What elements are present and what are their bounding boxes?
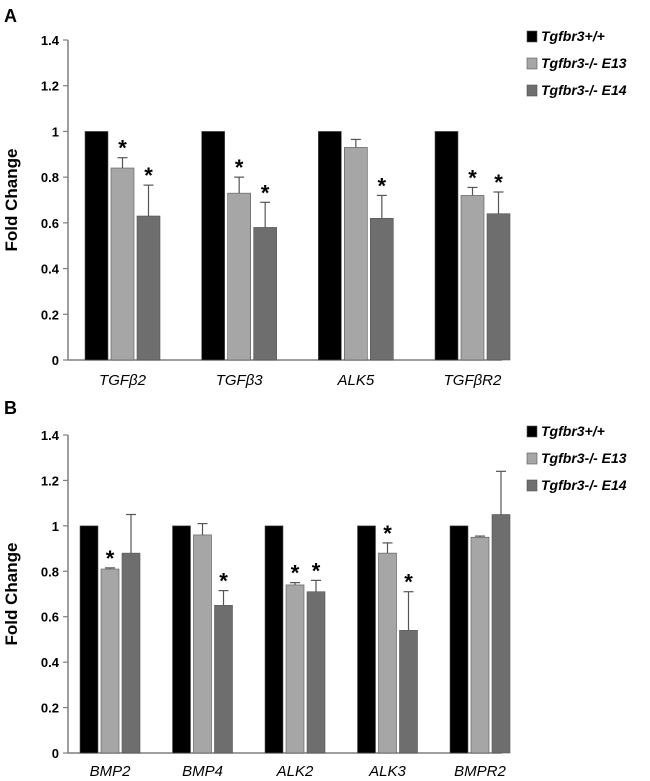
significance-star: * [144, 163, 153, 188]
y-tick-label: 0.4 [41, 262, 60, 277]
category-label: ALK2 [276, 763, 314, 780]
bar [121, 552, 141, 754]
bar [486, 213, 511, 361]
y-axis-label: Fold Change [2, 543, 21, 646]
y-tick-label: 1.4 [41, 428, 60, 443]
panel-letter: A [4, 6, 17, 26]
y-tick-label: 0.6 [41, 216, 59, 231]
significance-star: * [494, 170, 503, 195]
bar [357, 525, 376, 754]
bar [214, 605, 233, 754]
category-label: TGFβR2 [444, 372, 502, 389]
y-tick-label: 1.2 [41, 473, 59, 488]
significance-star: * [383, 521, 392, 546]
chart-panel-a: A 0 0.2 0.4 0.6 0.8 1 1.2 1.4 Fold Change * * TGFβ2 *… [2, 6, 627, 389]
legend-label: Tgfbr3+/+ [541, 423, 605, 439]
category-label: TGFβ2 [99, 372, 147, 389]
bar [370, 217, 394, 361]
legend-swatch [526, 452, 538, 465]
legend-label: Tgfbr3-/- E14 [541, 477, 627, 493]
y-tick-label: 0.2 [41, 701, 59, 716]
significance-star: * [312, 558, 321, 583]
bar [100, 568, 120, 754]
y-tick-label: 0.4 [41, 655, 60, 670]
category-label: BMP2 [90, 763, 132, 780]
legend-swatch [526, 57, 538, 70]
significance-star: * [235, 155, 244, 180]
bar [434, 131, 459, 361]
bar [318, 131, 342, 361]
significance-star: * [261, 180, 270, 205]
y-tick-label: 0.8 [41, 564, 59, 579]
y-tick-label: 1.2 [41, 79, 59, 94]
significance-star: * [468, 165, 477, 190]
legend-swatch [526, 479, 538, 492]
chart-panel-b: B 0 0.2 0.4 0.6 0.8 1 1.2 1.4 Fold Change * BMP2 * BM… [2, 398, 627, 780]
significance-star: * [219, 569, 228, 594]
bar [264, 525, 284, 754]
bar [470, 536, 490, 754]
legend-swatch [526, 30, 538, 43]
significance-star: * [291, 561, 300, 586]
category-label: BMP4 [182, 763, 223, 780]
legend-label: Tgfbr3-/- E13 [541, 55, 627, 71]
y-axis-label: Fold Change [2, 149, 21, 252]
category-label: ALK3 [368, 763, 406, 780]
y-tick-label: 0.8 [41, 170, 59, 185]
panel-letter: B [4, 398, 17, 418]
bar [201, 131, 225, 361]
bar [172, 525, 191, 754]
y-tick-label: 0.2 [41, 307, 59, 322]
bar [79, 525, 99, 754]
y-tick-label: 1.4 [41, 33, 60, 48]
y-tick-label: 0.6 [41, 610, 59, 625]
bar [491, 514, 511, 754]
significance-star: * [118, 136, 127, 161]
bar [449, 525, 469, 754]
category-label: BMPR2 [454, 763, 506, 780]
bar [344, 147, 368, 361]
bar [227, 192, 251, 361]
bar [193, 534, 212, 754]
bar [399, 630, 418, 754]
bar [285, 584, 305, 754]
significance-star: * [404, 570, 413, 595]
y-tick-label: 1 [52, 519, 59, 534]
bar [306, 591, 326, 754]
legend-label: Tgfbr3-/- E13 [541, 450, 627, 466]
bar [84, 131, 109, 361]
bar [460, 195, 485, 361]
bar [110, 167, 135, 361]
bar [253, 227, 277, 361]
y-tick-label: 1 [52, 124, 59, 139]
significance-star: * [378, 173, 387, 198]
y-tick-label: 0 [52, 746, 59, 761]
y-tick-label: 0 [52, 353, 59, 368]
legend-label: Tgfbr3+/+ [541, 28, 605, 44]
legend-swatch [526, 84, 538, 97]
significance-star: * [106, 546, 115, 571]
legend-swatch [526, 425, 538, 438]
bar [378, 552, 397, 754]
bar [136, 215, 161, 361]
category-label: TGFβ3 [216, 372, 264, 389]
legend-label: Tgfbr3-/- E14 [541, 82, 627, 98]
category-label: ALK5 [336, 372, 374, 389]
